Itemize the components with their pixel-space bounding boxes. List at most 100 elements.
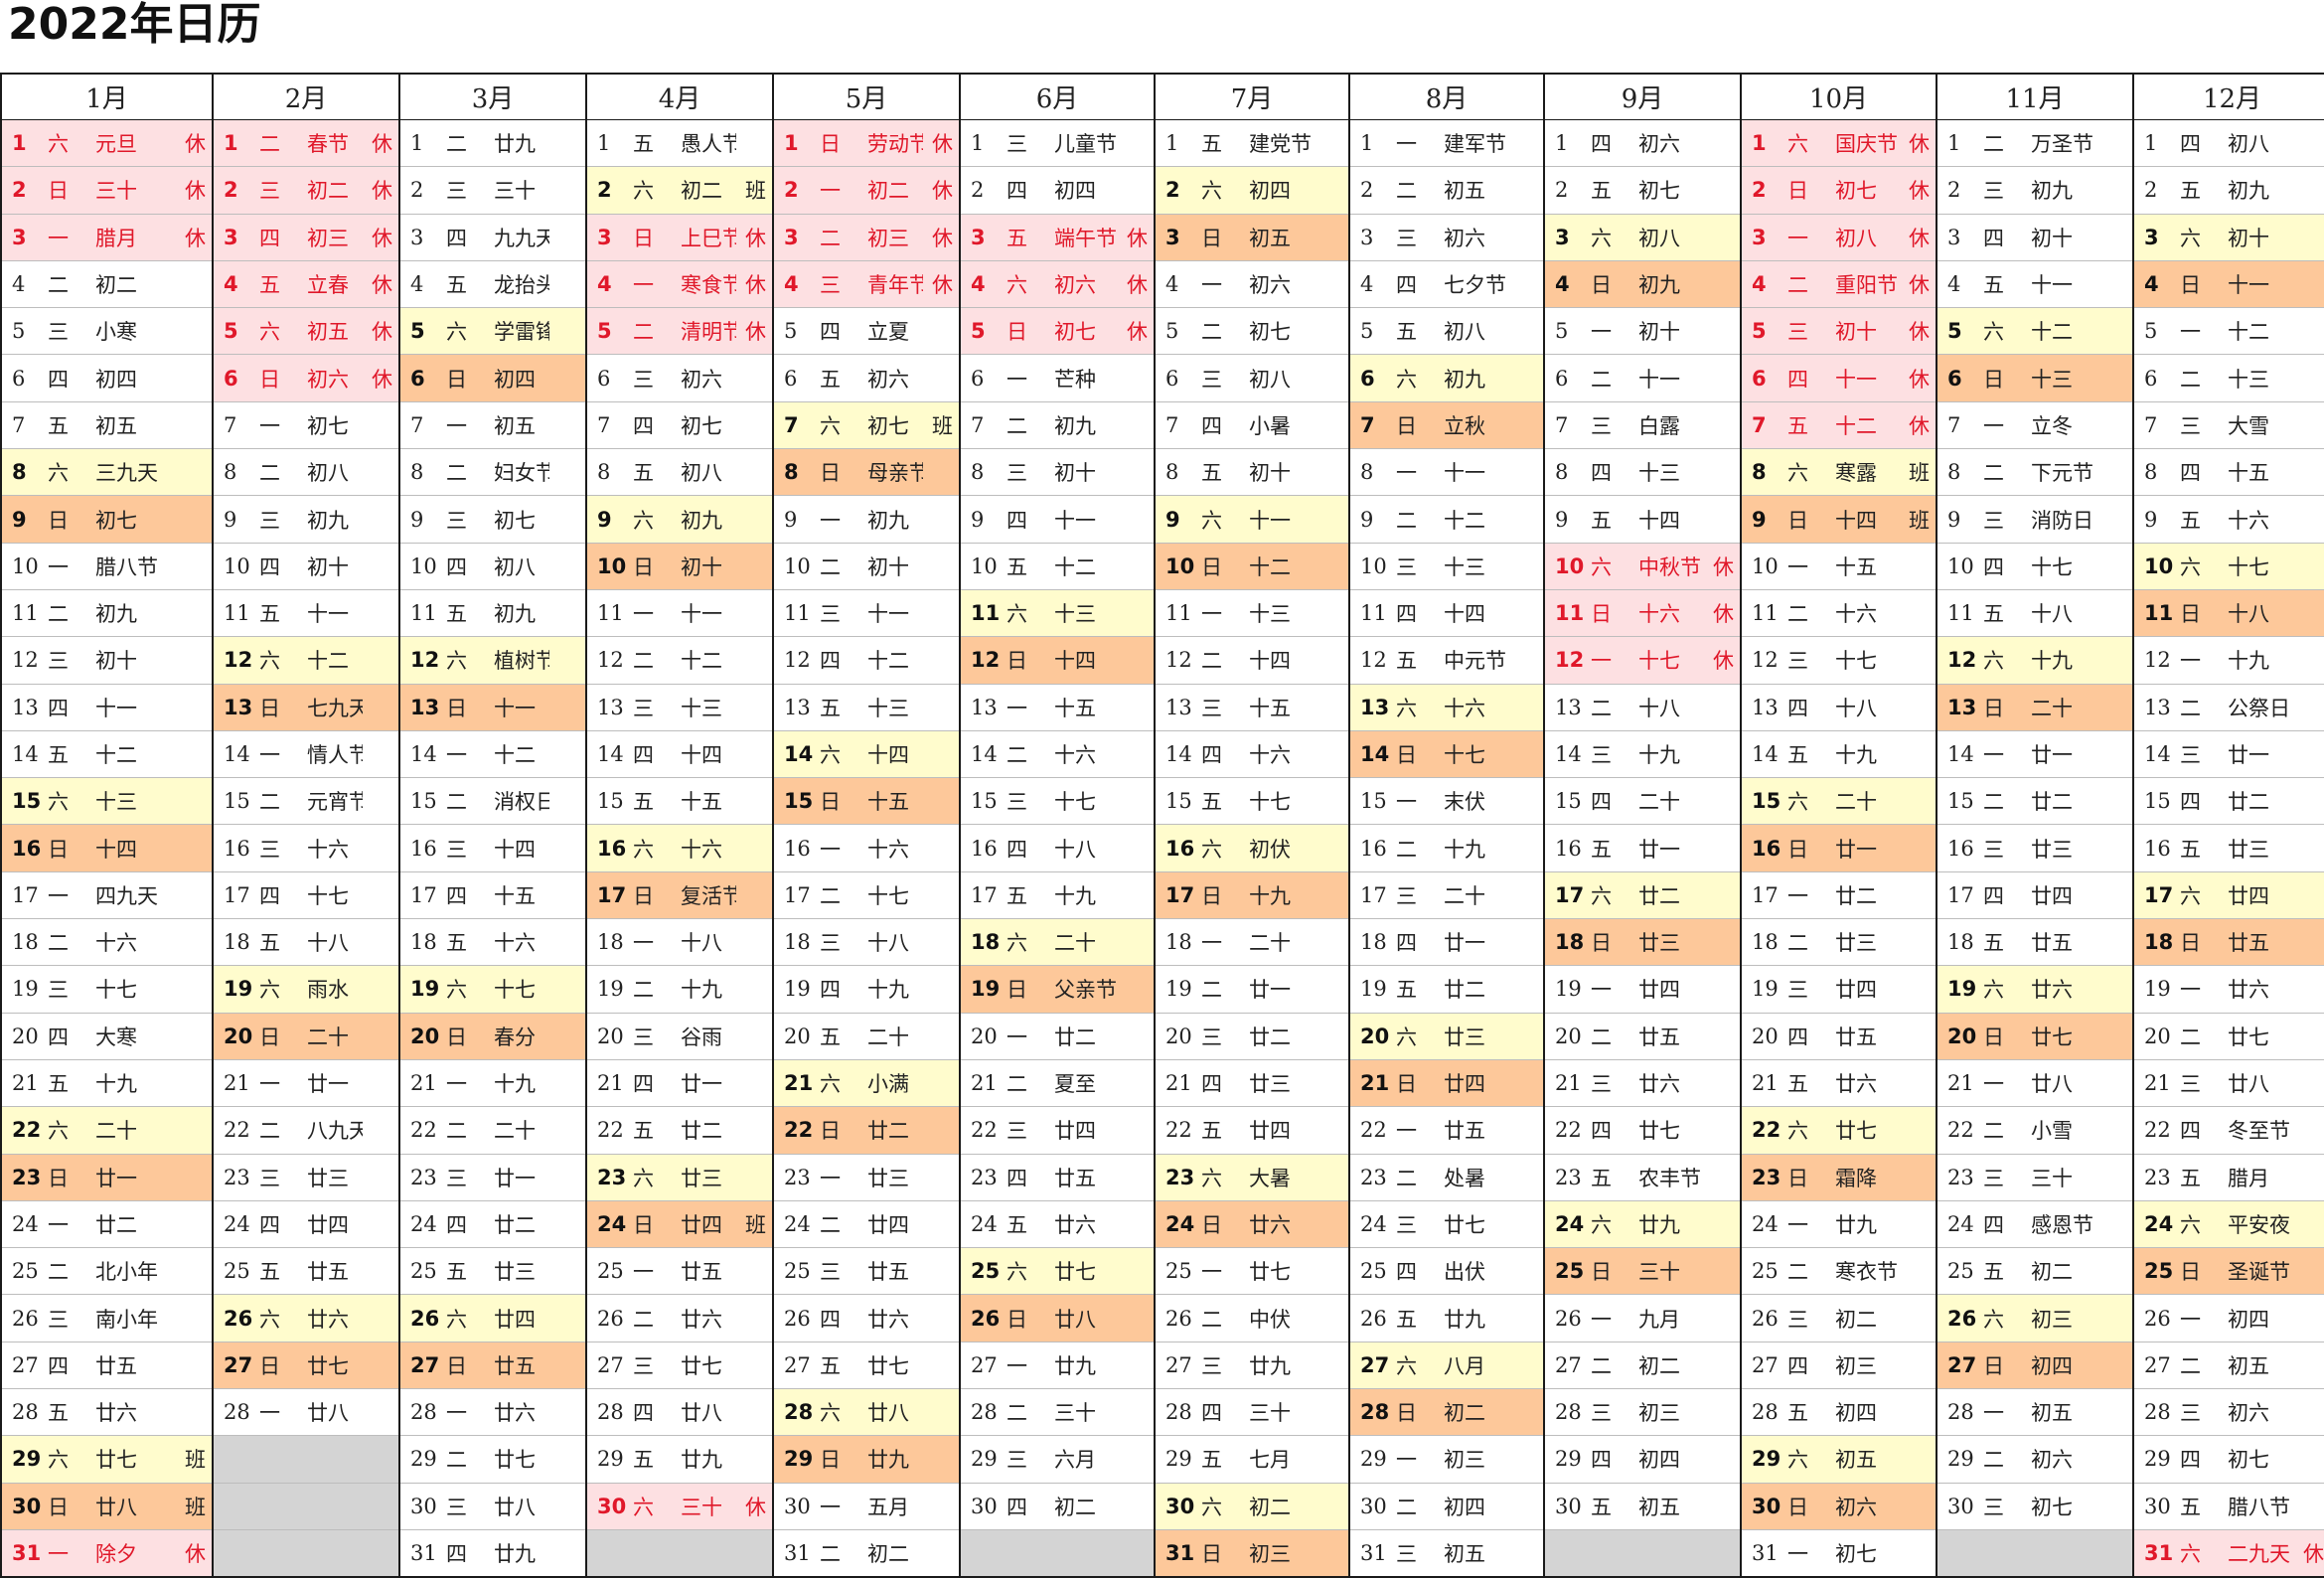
day-number: 11 [410, 601, 437, 626]
day-cell: 24 日廿四班 [585, 1200, 774, 1249]
lunar-or-festival-label: 十二 [867, 649, 909, 674]
day-number: 26 [1165, 1306, 1192, 1331]
day-cell: 26 二廿六 [585, 1294, 774, 1342]
day-cell: 15 三十七 [959, 777, 1156, 826]
lunar-or-festival-label: 初十 [867, 554, 909, 579]
day-number: 19 [597, 977, 624, 1002]
day-number: 25 [971, 1259, 1001, 1284]
day-cell: 7 三大雪 [2132, 401, 2324, 450]
month-header: 12月 [2132, 73, 2324, 120]
weekday-label: 日 [446, 1353, 467, 1378]
lunar-or-festival-label: 廿二 [95, 1212, 137, 1237]
day-cell: 27 三廿七 [585, 1341, 774, 1390]
day-number: 9 [1752, 507, 1767, 532]
day-cell: 28 六廿八 [772, 1388, 961, 1437]
day-number: 26 [1555, 1306, 1582, 1331]
holiday-tag: 休 [1713, 602, 1734, 627]
weekday-label: 四 [259, 1212, 280, 1237]
day-cell: 13 日十一 [398, 684, 587, 731]
weekday-label: 二 [1007, 1072, 1027, 1097]
day-cell: 12 一十七休 [1543, 636, 1742, 685]
day-number: 10 [971, 553, 998, 578]
day-number: 9 [1165, 507, 1180, 532]
weekday-label: 一 [2180, 1307, 2201, 1332]
day-number: 4 [224, 272, 238, 297]
day-cell: 19 六雨水 [212, 965, 400, 1014]
day-cell: 16 四十八 [959, 824, 1156, 872]
day-cell: 18 六二十 [959, 918, 1156, 967]
holiday-tag: 休 [372, 367, 392, 392]
lunar-or-festival-label: 十二 [307, 649, 349, 674]
day-row: 7 五初五 7 一初七 7 一初五 7 四初七 7 六初七班 7 二初九 7 四小暑 7 日立秋 7 三白露 7 五十… [0, 401, 2324, 450]
day-number: 11 [12, 601, 39, 626]
day-cell: 25 日圣诞节 [2132, 1247, 2324, 1296]
weekday-label: 一 [1787, 226, 1808, 250]
day-cell: 30 日廿八班 [0, 1483, 214, 1530]
day-cell: 3 一初八休 [1740, 214, 1937, 261]
day-number: 30 [1165, 1494, 1195, 1518]
day-number: 31 [1752, 1541, 1779, 1566]
weekday-label: 五 [48, 413, 69, 438]
day-number: 3 [2144, 225, 2159, 249]
lunar-or-festival-label: 十二 [2031, 320, 2073, 345]
holiday-tag: 班 [932, 413, 953, 438]
weekday-label: 一 [1787, 883, 1808, 908]
lunar-or-festival-label: 初八 [494, 554, 536, 579]
day-number: 4 [12, 272, 26, 297]
lunar-or-festival-label: 廿五 [494, 1353, 536, 1378]
day-cell: 10 三十三 [1348, 543, 1545, 590]
weekday-label: 四 [446, 1212, 467, 1237]
day-cell: 2 一初二休 [772, 166, 961, 215]
day-cell: 2 六初四 [1154, 166, 1350, 215]
lunar-or-festival-label: 十九 [681, 978, 722, 1003]
day-cell: 29 五七月 [1154, 1435, 1350, 1484]
lunar-or-festival-label: 廿一 [1835, 837, 1877, 862]
day-number: 10 [2144, 553, 2174, 578]
lunar-or-festival-label: 十五 [867, 790, 909, 815]
day-cell: 18 五十八 [212, 918, 400, 967]
weekday-label: 六 [633, 179, 654, 204]
day-number: 29 [1947, 1447, 1974, 1472]
day-number: 21 [971, 1071, 998, 1096]
day-number: 6 [1947, 366, 1962, 391]
lunar-or-festival-label: 廿三 [2228, 837, 2269, 862]
day-number: 11 [224, 601, 250, 626]
day-number: 17 [1555, 882, 1585, 907]
day-number: 21 [597, 1071, 624, 1096]
lunar-or-festival-label: 芒种 [1054, 367, 1096, 392]
lunar-or-festival-label: 初五 [1638, 1495, 1680, 1519]
lunar-or-festival-label: 廿七 [95, 1448, 137, 1473]
weekday-label: 二 [1983, 461, 2004, 486]
weekday-label: 三 [1007, 461, 1027, 486]
weekday-label: 六 [2180, 554, 2201, 579]
day-cell: 20 二廿七 [2132, 1013, 2324, 1060]
weekday-label: 六 [1201, 837, 1222, 862]
weekday-label: 六 [1396, 367, 1417, 392]
weekday-label: 日 [48, 179, 69, 204]
day-cell: 29 六初五 [1740, 1435, 1937, 1484]
day-number: 27 [971, 1352, 998, 1377]
day-number: 19 [2144, 977, 2171, 1002]
lunar-or-festival-label: 廿五 [1835, 1025, 1877, 1049]
day-number: 14 [1947, 742, 1974, 766]
day-cell: 12 三初十 [0, 636, 214, 685]
day-number: 2 [1165, 178, 1180, 203]
day-cell: 1 四初八 [2132, 119, 2324, 168]
weekday-label: 四 [446, 883, 467, 908]
lunar-or-festival-label: 廿三 [681, 1166, 722, 1190]
lunar-or-festival-label: 二九天 [2228, 1542, 2290, 1567]
holiday-tag: 休 [1127, 273, 1148, 298]
lunar-or-festival-label: 七九天 [307, 696, 363, 720]
weekday-label: 五 [2180, 837, 2201, 862]
day-cell: 21 三廿八 [2132, 1059, 2324, 1108]
day-number: 27 [1165, 1352, 1192, 1377]
day-cell: 7 四小暑 [1154, 401, 1350, 450]
day-number: 9 [410, 507, 424, 532]
day-number: 6 [784, 366, 798, 391]
day-number: 23 [597, 1165, 627, 1189]
lunar-or-festival-label: 十一 [1638, 367, 1680, 392]
lunar-or-festival-label: 下元节 [2031, 461, 2093, 486]
day-number: 21 [1947, 1071, 1974, 1096]
day-number: 15 [410, 789, 437, 814]
holiday-tag: 班 [745, 1212, 766, 1237]
